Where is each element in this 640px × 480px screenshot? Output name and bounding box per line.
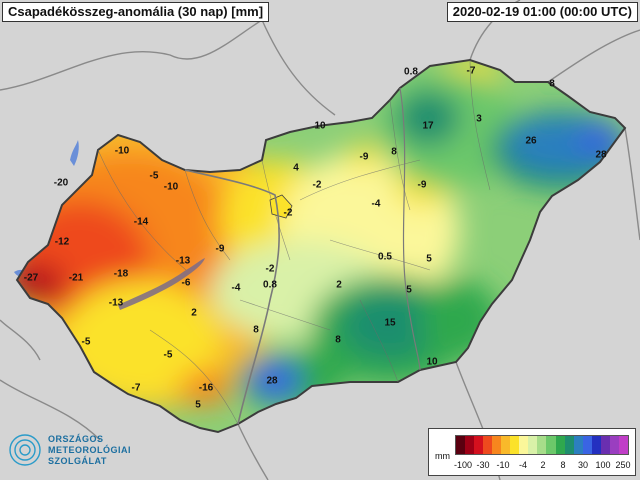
legend-swatch: [555, 436, 565, 454]
legend-swatch: [600, 436, 610, 454]
value-label: 0.5: [378, 251, 392, 263]
value-label: -27: [23, 272, 39, 284]
value-label: 26: [525, 135, 537, 147]
value-label: 28: [266, 375, 278, 387]
legend-swatch: [618, 436, 628, 454]
legend-swatch: [537, 436, 547, 454]
value-label: 17: [422, 120, 434, 132]
map-title: Csapadékösszeg-anomália (30 nap) [mm]: [2, 2, 270, 22]
omsz-logo-icon: [9, 434, 41, 466]
value-label: 3: [476, 113, 482, 125]
danube-river: [184, 169, 280, 425]
value-label: -10: [163, 181, 179, 193]
value-label: 5: [406, 284, 412, 296]
value-label: -21: [68, 272, 84, 284]
value-label: -7: [131, 382, 141, 394]
legend-swatch: [501, 436, 511, 454]
legend-tick-label: 8: [560, 460, 566, 470]
legend-swatch: [519, 436, 529, 454]
legend-swatch: [582, 436, 592, 454]
value-label: 2: [191, 307, 197, 319]
value-label: -9: [215, 243, 225, 255]
value-label: -5: [149, 170, 159, 182]
value-label: -20: [53, 177, 69, 189]
value-label: -5: [163, 349, 173, 361]
value-label: -13: [175, 255, 191, 267]
value-label: 2: [336, 279, 342, 291]
value-label: -9: [417, 179, 427, 191]
legend-tick-label: 250: [615, 460, 631, 470]
value-label: 5: [195, 399, 201, 411]
legend-swatch: [528, 436, 538, 454]
legend-swatch: [510, 436, 520, 454]
lake-balaton: [118, 258, 205, 310]
value-label: -16: [198, 382, 214, 394]
logo-line2: METEOROLÓGIAI: [48, 445, 131, 455]
tisza-river: [399, 87, 421, 371]
value-label: -2: [283, 207, 293, 219]
value-label: 0.8: [263, 279, 277, 291]
value-label: -9: [359, 151, 369, 163]
legend-swatch: [573, 436, 583, 454]
omsz-logo: ORSZÁGOS METEOROLÓGIAI SZOLGÁLAT: [8, 432, 148, 472]
value-label: -14: [133, 216, 149, 228]
value-label: -2: [265, 263, 275, 275]
value-label: 0.8: [404, 66, 418, 78]
legend-swatch: [474, 436, 484, 454]
legend-swatch: [465, 436, 475, 454]
color-legend: mm -100 -30 -10 -4 2 8 30 100 250: [428, 428, 636, 476]
legend-unit: mm: [435, 451, 450, 461]
hungary-border: [15, 58, 627, 434]
value-label: 10: [314, 120, 326, 132]
value-label: 8: [253, 324, 259, 336]
value-label: 8: [391, 146, 397, 158]
legend-swatch: [609, 436, 619, 454]
legend-tick-label: -30: [476, 460, 490, 470]
value-label: -4: [231, 282, 241, 294]
value-label: 5: [426, 253, 432, 265]
value-label: 4: [293, 162, 299, 174]
legend-tick-label: 2: [540, 460, 546, 470]
value-label: 10: [426, 356, 438, 368]
logo-line3: SZOLGÁLAT: [48, 456, 107, 466]
legend-swatch: [456, 436, 466, 454]
legend-swatch: [492, 436, 502, 454]
value-label: -6: [181, 277, 191, 289]
legend-tick-label: 100: [595, 460, 611, 470]
legend-tick-label: -100: [453, 460, 473, 470]
value-label: -18: [113, 268, 129, 280]
legend-tick-label: 30: [577, 460, 589, 470]
legend-swatch: [483, 436, 493, 454]
value-label: -13: [108, 297, 124, 309]
value-label: 8: [549, 78, 555, 90]
value-label: -4: [371, 198, 381, 210]
value-label: -10: [114, 145, 130, 157]
value-label: 28: [595, 149, 607, 161]
value-label: 15: [384, 317, 396, 329]
timestamp: 2020-02-19 01:00 (00:00 UTC): [446, 2, 638, 22]
legend-tick-label: -4: [518, 460, 528, 470]
value-label: -12: [54, 236, 70, 248]
legend-swatch: [564, 436, 574, 454]
value-label: 8: [335, 334, 341, 346]
value-label: -2: [312, 179, 322, 191]
legend-tick-label: -10: [496, 460, 510, 470]
value-label: -7: [466, 65, 476, 77]
legend-color-bar: [455, 435, 629, 455]
legend-swatch: [546, 436, 556, 454]
logo-line1: ORSZÁGOS: [48, 434, 104, 444]
legend-swatch: [591, 436, 601, 454]
value-label: -5: [81, 336, 91, 348]
